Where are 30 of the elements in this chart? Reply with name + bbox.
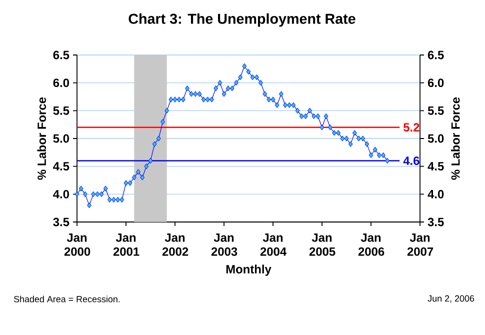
y-tick-label: 4.5 (53, 162, 70, 170)
x-axis-title: Monthly (226, 264, 272, 276)
y2-axis-title: % Labor Force (450, 97, 460, 180)
y-axis-title: % Labor Force (37, 97, 46, 180)
text: Jun 2, 2006 (428, 295, 474, 303)
y-tick-label: 6.0 (53, 78, 69, 88)
y2-tick-label: 3.5 (428, 218, 444, 226)
ref-line-label: 4.6 (403, 156, 420, 165)
y2-tick-label: 4.5 (428, 162, 444, 170)
x-tick-label: Jan 2005 (309, 234, 336, 256)
x-tick-label: Jan 2001 (113, 234, 140, 256)
y-tick-label: 6.5 (53, 50, 70, 60)
y2-tick-label: 6.5 (428, 50, 444, 60)
y2-tick-label: 4.0 (428, 190, 444, 198)
x-tick-label: Jan 2002 (162, 234, 188, 256)
x-tick-label: Jan 2004 (260, 234, 287, 256)
y-tick-label: 5.5 (53, 106, 70, 115)
y2-tick-label: 5.5 (428, 106, 444, 115)
y-tick-label: 4.0 (53, 190, 69, 198)
ref-line-label: 5.2 (403, 123, 420, 132)
x-tick-label: Jan 2007 (407, 234, 434, 256)
y-tick-label: 5.0 (53, 134, 69, 143)
x-tick-label: Jan 2006 (358, 234, 384, 256)
text: Shaded Area = Recession. (14, 296, 120, 302)
y2-tick-label: 5.0 (428, 134, 444, 143)
chart-title: Chart 3: The Unemployment Rate (128, 13, 356, 27)
y2-tick-label: 6.0 (428, 78, 444, 88)
x-tick-label: Jan 2003 (211, 234, 238, 256)
x-tick-label: Jan 2000 (64, 234, 90, 256)
y-tick-label: 3.5 (53, 218, 70, 226)
